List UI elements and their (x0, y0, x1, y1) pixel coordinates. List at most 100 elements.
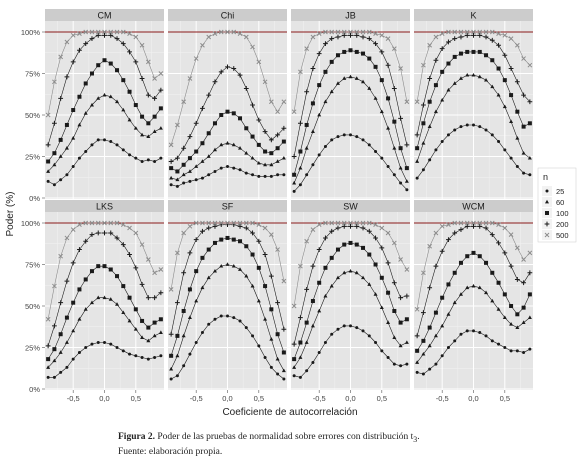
data-point (311, 360, 315, 364)
data-point (89, 102, 94, 107)
data-point (349, 133, 352, 137)
data-point (238, 168, 242, 172)
data-point (275, 247, 280, 252)
data-point (464, 223, 470, 229)
data-point (527, 292, 532, 297)
legend-item-n500: 500 (542, 230, 569, 240)
data-point (275, 300, 281, 306)
data-point (46, 159, 51, 164)
data-point (439, 46, 445, 51)
data-point (433, 83, 438, 88)
data-point (175, 250, 180, 256)
data-point (133, 327, 138, 331)
data-point (398, 115, 404, 121)
panel-lks: LKS 0% 25% 50% 75% 100% -0,5 0,0 0,5 (21, 200, 164, 403)
data-point (89, 300, 94, 305)
data-point (159, 354, 163, 358)
data-point (484, 77, 489, 82)
x-tick-label: 0,0 (99, 394, 109, 403)
data-point (45, 112, 51, 118)
data-point (440, 354, 444, 358)
data-point (405, 188, 409, 192)
data-point (108, 29, 114, 35)
data-point (415, 360, 420, 364)
data-point (484, 53, 489, 58)
data-point (503, 148, 507, 152)
data-point (269, 307, 274, 312)
data-point (354, 242, 359, 247)
data-point (268, 137, 274, 143)
data-point (464, 220, 470, 226)
data-point (71, 136, 76, 140)
data-point (102, 264, 107, 269)
data-point (169, 183, 173, 187)
data-point (206, 131, 211, 136)
data-point (292, 172, 297, 177)
data-point (398, 320, 403, 325)
data-point (434, 362, 438, 366)
data-point (427, 76, 433, 81)
data-point (268, 99, 274, 105)
y-tick-label: 25% (25, 153, 40, 162)
data-point (134, 156, 138, 160)
legend-item-n100: 100 (542, 208, 569, 218)
data-point (181, 145, 187, 151)
data-point (380, 349, 384, 353)
data-point (465, 123, 469, 127)
data-point (45, 316, 51, 322)
data-point (317, 83, 322, 88)
data-point (446, 87, 451, 92)
data-point (414, 306, 420, 312)
data-point (153, 159, 157, 163)
data-point (225, 109, 230, 114)
data-point (421, 351, 426, 356)
series-n60 (169, 262, 286, 373)
data-point (348, 32, 353, 38)
data-point (489, 29, 495, 35)
data-point (250, 283, 255, 288)
data-point (207, 173, 211, 177)
data-point (440, 97, 445, 102)
series-n100 (415, 250, 532, 353)
data-point (146, 338, 151, 343)
data-point (133, 59, 139, 65)
data-point (71, 108, 76, 113)
data-point (458, 260, 463, 265)
data-point (373, 262, 378, 267)
data-point (459, 332, 463, 336)
data-point (200, 255, 205, 260)
data-point (175, 333, 180, 338)
data-point (225, 262, 230, 266)
data-point (200, 228, 205, 234)
data-point (471, 32, 476, 38)
data-point (158, 317, 163, 322)
data-point (465, 72, 470, 77)
data-point (102, 220, 107, 226)
data-point (187, 287, 192, 292)
data-point (374, 150, 378, 154)
data-point (52, 283, 57, 289)
data-point (153, 355, 157, 359)
panel-title: SF (222, 202, 234, 212)
data-point (404, 317, 409, 322)
data-point (46, 179, 50, 183)
data-point (386, 126, 391, 130)
data-point (175, 353, 180, 358)
data-point (89, 29, 95, 35)
y-tick-label: 100% (21, 28, 41, 37)
data-point (244, 171, 248, 175)
data-point (256, 117, 262, 123)
data-point (446, 282, 451, 287)
series-n100 (169, 109, 286, 174)
data-point (458, 34, 464, 40)
data-point (298, 375, 302, 379)
panel-strip (168, 9, 287, 21)
data-point (349, 324, 352, 328)
data-point (243, 86, 249, 91)
data-point (348, 220, 353, 226)
data-point (446, 61, 451, 66)
data-point (64, 74, 70, 80)
data-point (354, 76, 359, 80)
series-n60 (46, 295, 163, 369)
data-point (317, 153, 321, 157)
